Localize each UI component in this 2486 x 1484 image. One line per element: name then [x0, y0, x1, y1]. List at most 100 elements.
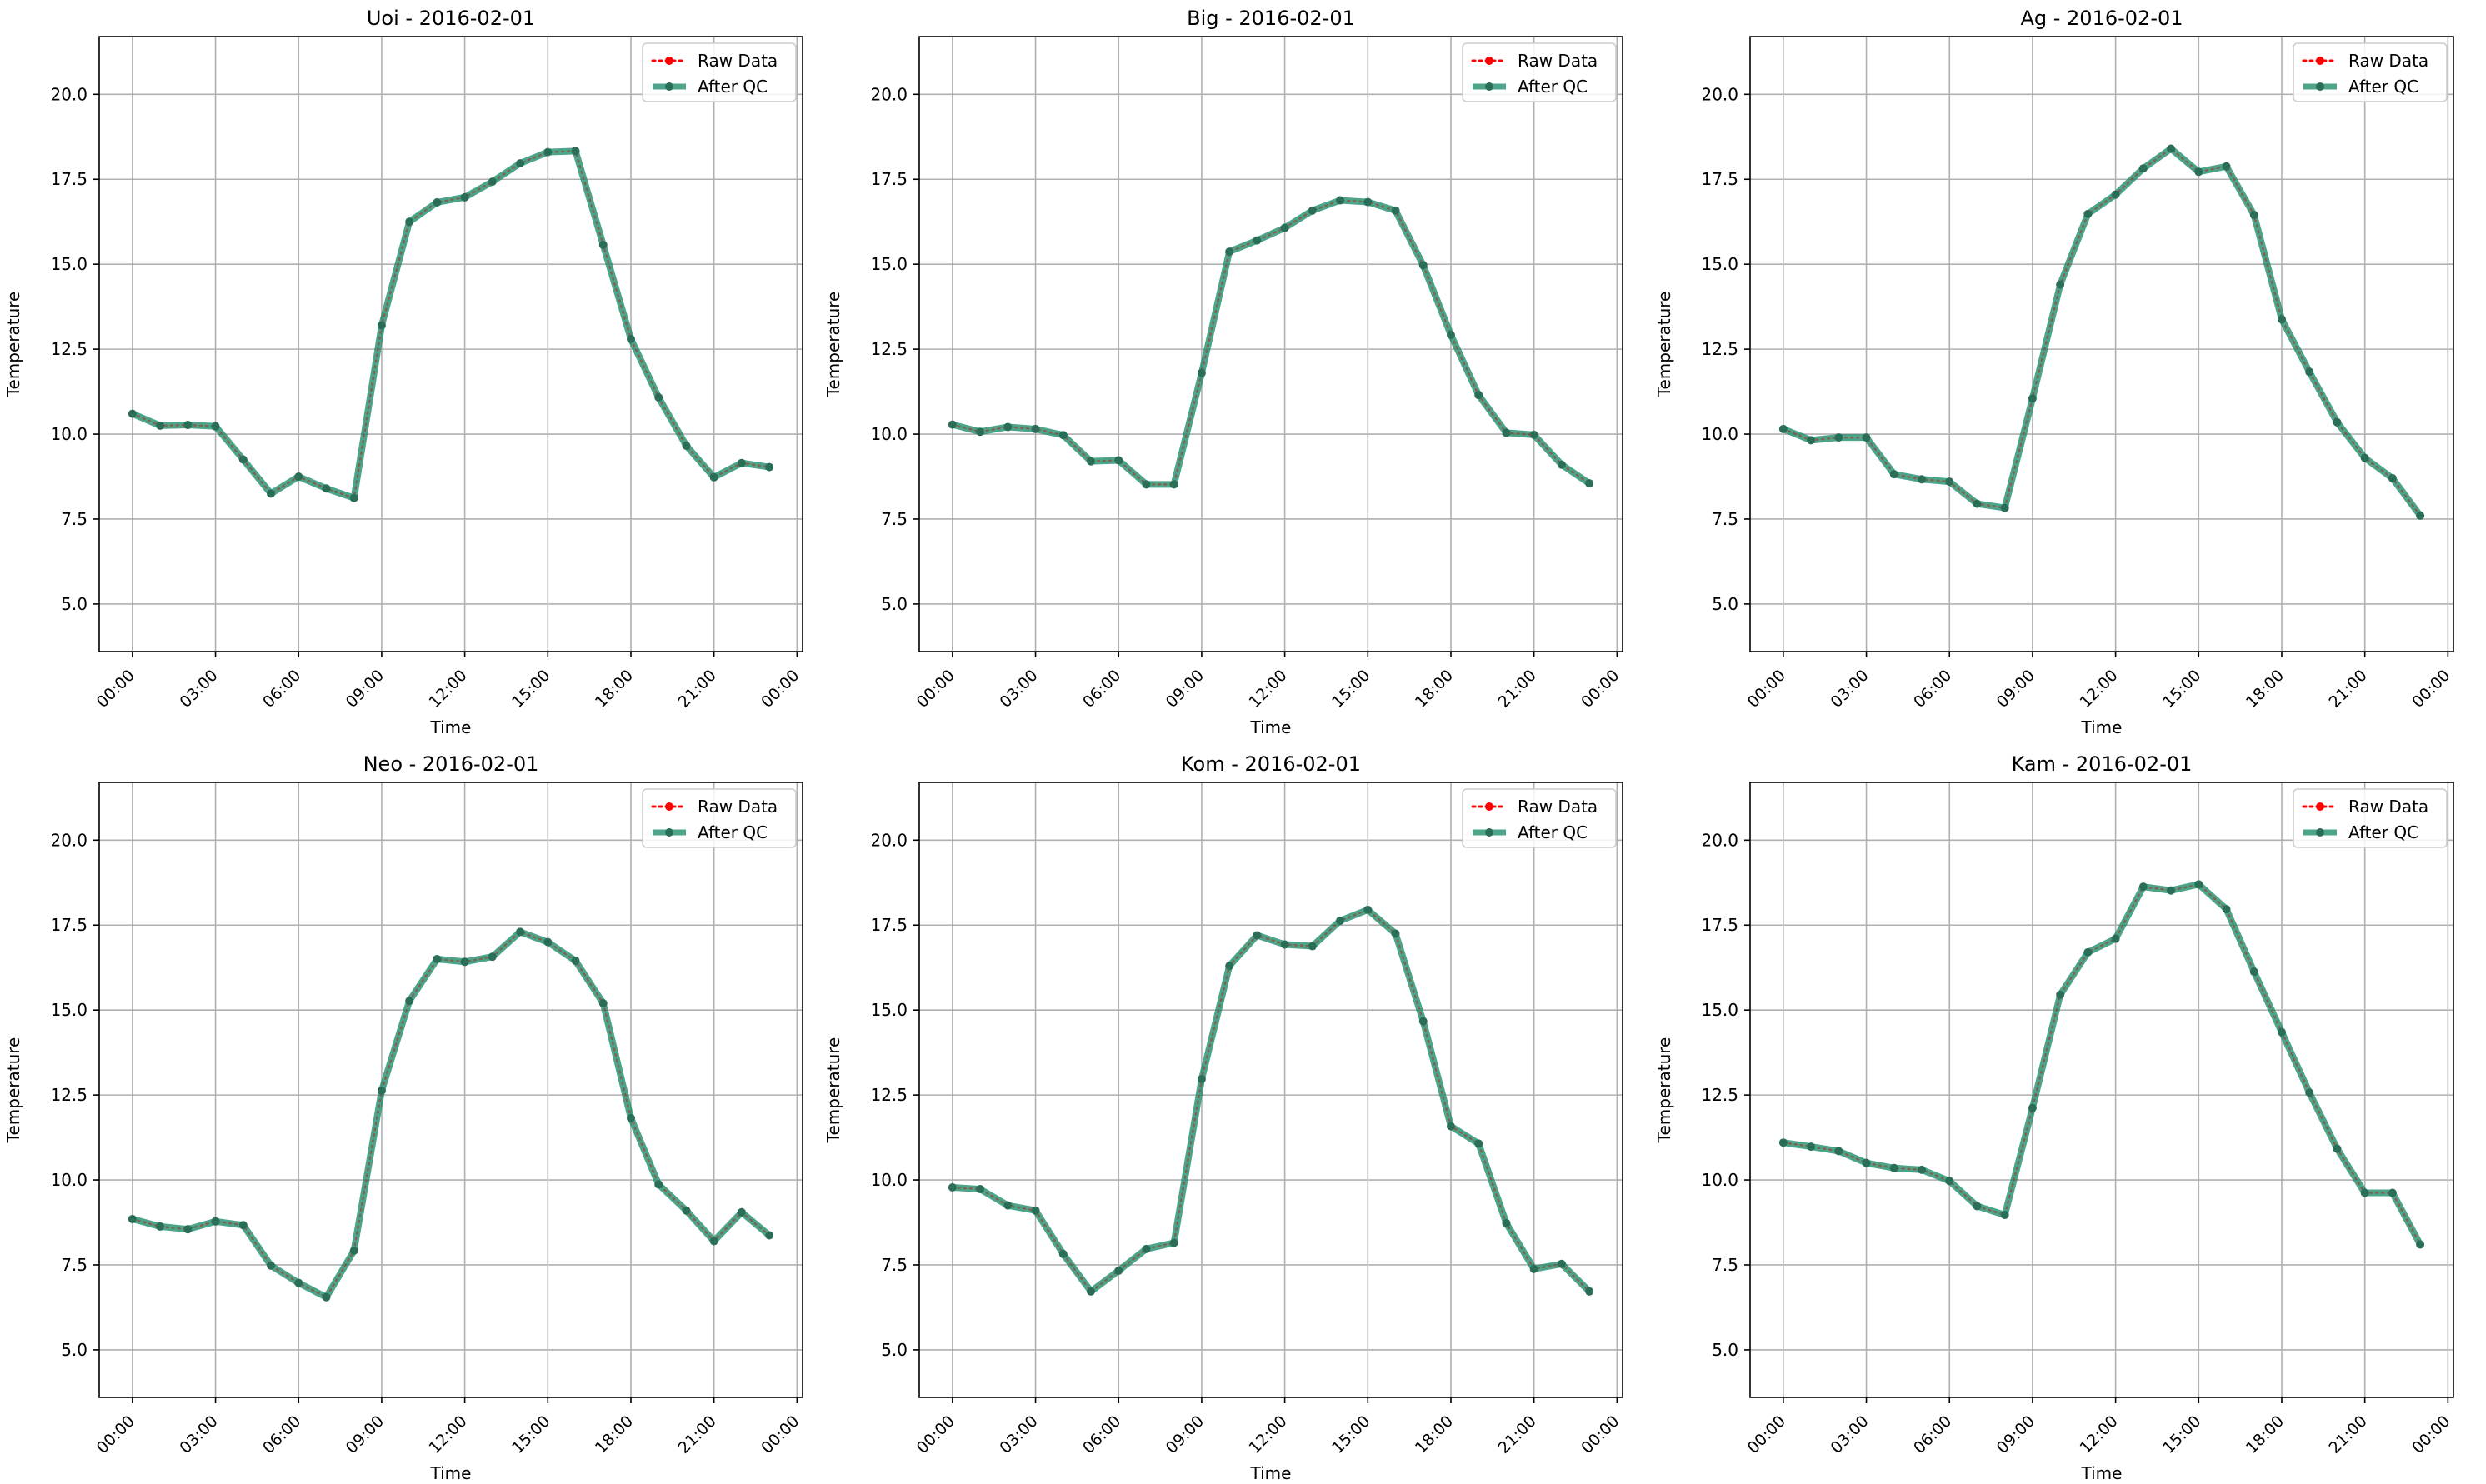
x-tick-label: 12:00 — [425, 667, 470, 712]
legend-label-raw-data: Raw Data — [698, 51, 778, 71]
y-tick-label: 17.5 — [50, 169, 88, 189]
data-point-after-qc — [2249, 211, 2258, 220]
legend: Raw Data After QC — [1462, 42, 1617, 102]
x-tick-label: 12:00 — [2076, 1412, 2121, 1457]
y-tick-label: 5.0 — [881, 594, 908, 614]
data-point-after-qc — [516, 927, 525, 937]
data-point-after-qc — [1169, 1238, 1178, 1247]
legend-marker-after-qc — [665, 828, 673, 837]
data-point-after-qc — [2360, 1188, 2369, 1197]
y-tick-label: 10.0 — [870, 1170, 908, 1190]
data-point-after-qc — [2167, 886, 2176, 895]
data-point-after-qc — [1778, 424, 1788, 433]
data-point-after-qc — [1225, 247, 1234, 257]
data-point-after-qc — [1474, 1139, 1483, 1148]
x-tick-label: 03:00 — [1827, 667, 1872, 712]
x-axis-label: Time — [2081, 1463, 2123, 1483]
axes-frame — [1749, 782, 2454, 1398]
data-point-after-qc — [543, 147, 553, 157]
data-point-after-qc — [1363, 905, 1373, 914]
data-point-after-qc — [1087, 1287, 1096, 1296]
data-point-after-qc — [377, 321, 386, 330]
y-axis-label: Temperature — [3, 1037, 23, 1144]
data-point-after-qc — [1418, 261, 1428, 270]
data-point-after-qc — [2222, 162, 2231, 171]
subplot-title: Neo - 2016-02-01 — [363, 752, 539, 776]
data-point-after-qc — [1308, 942, 1317, 951]
series-line-raw-data — [1782, 147, 2422, 517]
data-point-after-qc — [1087, 457, 1096, 466]
data-point-after-qc — [765, 1231, 774, 1240]
x-tick-label: 12:00 — [425, 1412, 470, 1457]
x-tick-label: 06:00 — [1079, 667, 1124, 712]
x-tick-label: 00:00 — [93, 1412, 138, 1457]
data-point-after-qc — [2305, 367, 2314, 377]
data-point-after-qc — [1973, 499, 1982, 508]
data-point-after-qc — [1031, 424, 1040, 433]
axes-frame — [918, 36, 1623, 652]
x-axis-label: Time — [1250, 717, 1292, 737]
data-point-after-qc — [1391, 206, 1400, 215]
data-point-after-qc — [1557, 1259, 1566, 1268]
y-tick-label: 7.5 — [881, 509, 908, 529]
y-axis-label: Temperature — [1654, 292, 1674, 398]
legend-label-raw-data: Raw Data — [1518, 51, 1598, 71]
x-tick-label: 00:00 — [1578, 667, 1623, 712]
axes-frame — [98, 782, 803, 1398]
data-point-after-qc — [1114, 456, 1123, 465]
data-point-after-qc — [183, 1225, 193, 1234]
data-point-after-qc — [2194, 167, 2203, 177]
y-tick-label: 17.5 — [50, 915, 88, 935]
data-point-after-qc — [2333, 1144, 2342, 1153]
x-tick-label: 06:00 — [1910, 1412, 1955, 1457]
data-point-after-qc — [1585, 1287, 1594, 1296]
y-tick-label: 15.0 — [1701, 254, 1738, 274]
data-point-after-qc — [433, 955, 442, 964]
axes-frame — [1749, 36, 2454, 652]
series-line-raw-data — [951, 908, 1591, 1293]
data-point-after-qc — [2083, 209, 2093, 218]
y-tick-label: 12.5 — [1701, 1085, 1738, 1105]
data-point-after-qc — [516, 159, 525, 168]
data-point-after-qc — [238, 1221, 248, 1230]
data-point-after-qc — [571, 147, 580, 156]
x-tick-label: 18:00 — [1412, 667, 1457, 712]
data-point-after-qc — [1003, 1201, 1013, 1210]
data-point-after-qc — [1363, 197, 1373, 207]
data-point-after-qc — [682, 441, 691, 450]
legend: Raw Data After QC — [642, 42, 797, 102]
y-tick-label: 5.0 — [61, 1340, 88, 1360]
data-point-after-qc — [2416, 1240, 2425, 1249]
x-tick-label: 21:00 — [675, 667, 720, 712]
data-point-after-qc — [654, 393, 663, 402]
x-tick-label: 15:00 — [508, 667, 553, 712]
x-tick-label: 03:00 — [176, 1412, 221, 1457]
data-point-after-qc — [349, 1246, 358, 1255]
data-point-after-qc — [211, 1217, 220, 1226]
y-tick-label: 5.0 — [1712, 594, 1738, 614]
subplot-4: 00:00 03:00 06:00 09:00 12:00 15:00 18:00 21:00… — [3, 752, 803, 1483]
legend-label-after-qc: After QC — [1518, 822, 1588, 842]
data-point-after-qc — [1253, 236, 1262, 245]
data-point-after-qc — [183, 421, 193, 430]
y-tick-label: 20.0 — [1701, 830, 1738, 850]
legend-label-raw-data: Raw Data — [1518, 797, 1598, 817]
subplot-title: Kom - 2016-02-01 — [1181, 752, 1361, 776]
data-point-after-qc — [377, 1086, 386, 1095]
x-tick-label: 18:00 — [592, 667, 637, 712]
x-tick-label: 00:00 — [2408, 1412, 2453, 1457]
data-point-after-qc — [709, 472, 718, 482]
x-tick-label: 12:00 — [2076, 667, 2121, 712]
y-tick-label: 15.0 — [870, 254, 908, 274]
x-tick-label: 15:00 — [1328, 667, 1373, 712]
x-tick-label: 00:00 — [913, 1412, 958, 1457]
data-point-after-qc — [2388, 474, 2397, 483]
series-line-raw-data — [1782, 882, 2422, 1246]
data-point-after-qc — [156, 421, 165, 430]
data-point-after-qc — [2028, 394, 2037, 403]
data-point-after-qc — [128, 1214, 137, 1223]
data-point-after-qc — [1142, 1244, 1151, 1253]
y-tick-label: 5.0 — [1712, 1340, 1738, 1360]
x-tick-label: 00:00 — [1744, 1412, 1789, 1457]
data-point-after-qc — [948, 1183, 957, 1192]
